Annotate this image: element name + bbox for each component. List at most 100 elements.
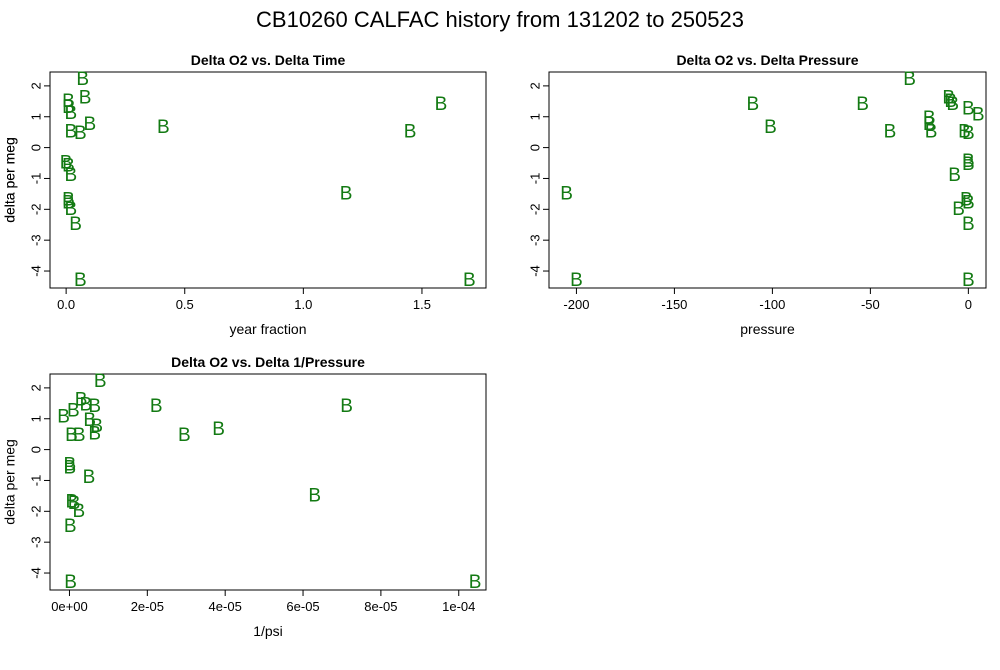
data-point: B xyxy=(65,122,78,143)
data-point: B xyxy=(570,270,583,291)
data-point: B xyxy=(746,94,759,115)
data-point: B xyxy=(962,193,975,214)
x-tick-label: -200 xyxy=(563,297,589,312)
x-axis-label: year fraction xyxy=(229,321,306,337)
y-tick-label: 2 xyxy=(28,384,43,391)
y-tick-label: 1 xyxy=(28,113,43,120)
data-point: B xyxy=(212,419,225,440)
data-point: B xyxy=(404,122,417,143)
data-point: B xyxy=(903,69,916,90)
y-axis-label: delta per meg xyxy=(2,137,18,223)
data-point: B xyxy=(972,105,985,126)
panel-title: Delta O2 vs. Delta 1/Pressure xyxy=(171,354,365,370)
data-point: B xyxy=(923,114,936,135)
data-point: B xyxy=(65,103,78,124)
y-tick-label: 0 xyxy=(527,144,542,151)
x-tick-label: 0.5 xyxy=(176,297,194,312)
data-point: B xyxy=(308,485,321,506)
data-point: B xyxy=(74,270,87,291)
data-point: B xyxy=(435,94,448,115)
scatter-panel-2: Delta O2 vs. Delta Pressure -200 -150 -1 0 0 -… xyxy=(2,52,987,337)
data-point: B xyxy=(962,214,975,235)
data-point: B xyxy=(764,117,777,138)
data-point: B xyxy=(560,183,573,204)
data-point: B xyxy=(178,425,191,446)
x-tick-label: -50 xyxy=(861,297,880,312)
data-point: B xyxy=(76,69,89,90)
data-point: B xyxy=(942,88,955,109)
data-point: B xyxy=(157,117,170,138)
y-tick-label: -1 xyxy=(527,173,542,185)
x-tick-label: 1.0 xyxy=(294,297,312,312)
y-tick-label: -4 xyxy=(28,567,43,579)
data-point: B xyxy=(150,396,163,417)
y-tick-label: 0 xyxy=(28,144,43,151)
y-axis-label: delta per meg xyxy=(2,137,18,223)
y-tick-label: -3 xyxy=(28,234,43,246)
data-point: B xyxy=(83,467,96,488)
data-point: B xyxy=(68,493,81,514)
plot-frame xyxy=(49,71,487,289)
data-point: B xyxy=(94,371,107,392)
data-point: B xyxy=(958,122,971,143)
y-tick-label: -2 xyxy=(527,204,542,216)
x-tick-label: 1e-04 xyxy=(442,599,475,614)
data-point: B xyxy=(88,424,101,445)
x-tick-label: 0.0 xyxy=(57,297,75,312)
y-tick-label: -4 xyxy=(527,265,542,277)
data-point: B xyxy=(962,270,975,291)
data-point: B xyxy=(884,122,897,143)
y-tick-label: -1 xyxy=(28,173,43,185)
y-tick-label: -4 xyxy=(28,265,43,277)
y-tick-label: 2 xyxy=(527,82,542,89)
y-tick-label: -2 xyxy=(28,204,43,216)
data-point: B xyxy=(64,455,77,476)
data-point: B xyxy=(948,165,961,186)
scatter-panel-1: Delta O2 vs. Delta Time 0.0 0.5 1.0 1.5 -4 -3 -… xyxy=(2,52,487,337)
x-tick-label: 0 xyxy=(965,297,972,312)
x-tick-label: 2e-05 xyxy=(131,599,164,614)
x-tick-label: 6e-05 xyxy=(286,599,319,614)
data-point: B xyxy=(946,94,959,115)
data-point: B xyxy=(57,407,70,428)
data-point: B xyxy=(65,425,78,446)
data-point: B xyxy=(62,91,75,112)
data-point: B xyxy=(962,99,975,120)
scatter-panel-3: Delta O2 vs. Delta 1/Pressure 0e+00 2e-05 4… xyxy=(2,354,487,639)
data-point: B xyxy=(856,94,869,115)
x-axis-label: pressure xyxy=(740,321,795,337)
data-point: B xyxy=(62,156,75,177)
data-point: B xyxy=(65,199,78,220)
x-tick-label: 0e+00 xyxy=(51,599,88,614)
data-point: B xyxy=(83,410,96,431)
y-tick-label: 2 xyxy=(28,82,43,89)
panel-title: Delta O2 vs. Delta Pressure xyxy=(676,52,858,68)
data-point: B xyxy=(79,394,92,415)
data-point: B xyxy=(962,151,975,172)
data-point: B xyxy=(960,190,973,211)
data-point: B xyxy=(944,91,957,112)
data-point: B xyxy=(60,153,73,174)
data-point: B xyxy=(88,396,101,417)
data-point: B xyxy=(90,416,103,437)
x-tick-label: 4e-05 xyxy=(209,599,242,614)
y-tick-label: 1 xyxy=(527,113,542,120)
y-tick-label: -1 xyxy=(28,475,43,487)
data-point: B xyxy=(72,501,85,522)
data-point: B xyxy=(469,572,482,593)
panel-title: Delta O2 vs. Delta Time xyxy=(191,52,346,68)
plot-frame xyxy=(548,71,987,289)
data-point: B xyxy=(65,165,78,186)
data-point: B xyxy=(67,401,80,422)
data-point: B xyxy=(84,114,97,135)
x-tick-label: 1.5 xyxy=(413,297,431,312)
y-axis-label: delta per meg xyxy=(2,439,18,525)
x-tick-label: -150 xyxy=(661,297,687,312)
plot-frame xyxy=(49,373,487,591)
data-point: B xyxy=(962,123,975,144)
figure-title: CB10260 CALFAC history from 131202 to 25… xyxy=(256,7,744,32)
y-tick-label: 0 xyxy=(28,446,43,453)
data-point: B xyxy=(925,122,938,143)
data-point: B xyxy=(340,183,353,204)
